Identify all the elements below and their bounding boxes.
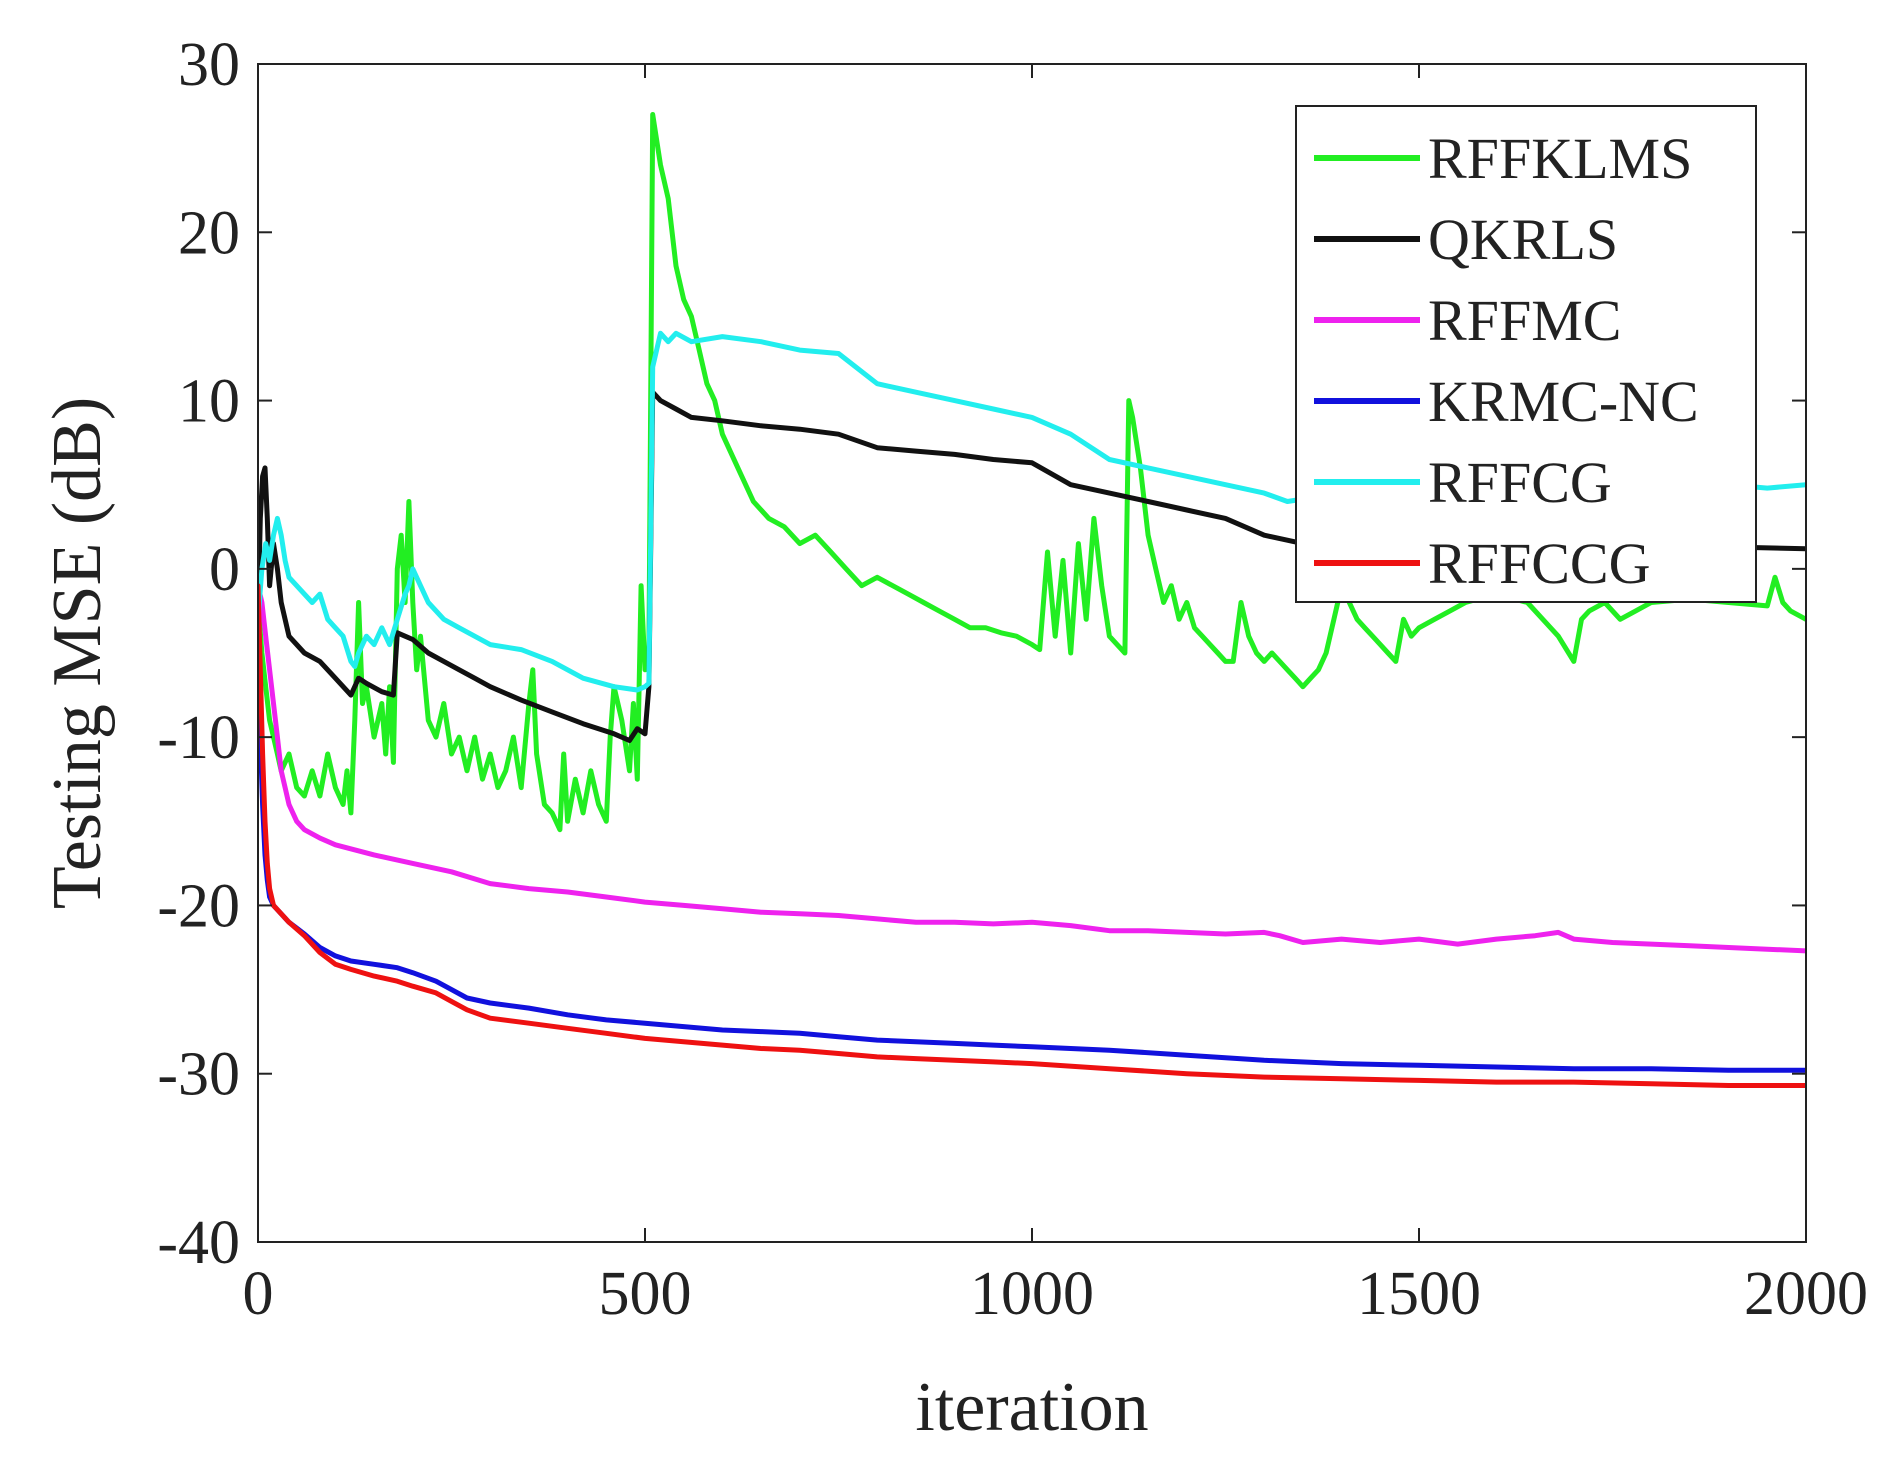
y-tick-labels: -40 -30 -20 -10 0 10 20 30 bbox=[157, 31, 240, 1277]
legend-label: QKRLS bbox=[1428, 207, 1618, 272]
legend-box bbox=[1295, 105, 1757, 603]
series-line-rffccg bbox=[258, 583, 1806, 1088]
x-tick-label: 2000 bbox=[1744, 1260, 1868, 1328]
y-tick-label: 10 bbox=[178, 368, 240, 436]
y-tick-label: 20 bbox=[178, 199, 240, 267]
tick-marks bbox=[257, 63, 1807, 1243]
y-tick-label: 0 bbox=[209, 536, 240, 604]
x-tick-label: 1500 bbox=[1357, 1260, 1481, 1328]
legend-label: RFFMC bbox=[1428, 288, 1621, 353]
x-tick-label: 500 bbox=[599, 1260, 692, 1328]
y-axis-title: Testing MSE (dB) bbox=[39, 397, 116, 909]
legend-label: RFFCG bbox=[1428, 450, 1612, 515]
legend: RFFKLMS QKRLS RFFMC KRMC-NC RFFCG RFFCCG bbox=[1295, 105, 1757, 603]
y-tick-label: -20 bbox=[157, 872, 240, 940]
y-tick-label: -10 bbox=[157, 704, 240, 772]
legend-item-krmc-nc: KRMC-NC bbox=[1314, 369, 1699, 434]
legend-label: KRMC-NC bbox=[1428, 369, 1699, 434]
y-tick-label: -40 bbox=[157, 1209, 240, 1277]
x-tick-labels: 0 500 1000 1500 2000 bbox=[243, 1260, 1869, 1328]
series-line-rffmc bbox=[258, 583, 1806, 954]
series-layer bbox=[258, 112, 1806, 1088]
legend-label: RFFKLMS bbox=[1428, 126, 1692, 191]
series-line-rffcg bbox=[258, 330, 1806, 693]
series-line-rffklms bbox=[258, 112, 1806, 833]
legend-item-rffcg: RFFCG bbox=[1314, 450, 1612, 515]
legend-item-rffklms: RFFKLMS bbox=[1314, 126, 1692, 191]
x-tick-label: 1000 bbox=[970, 1260, 1094, 1328]
x-tick-label: 0 bbox=[243, 1260, 274, 1328]
y-tick-label: 30 bbox=[178, 31, 240, 99]
series-line-qkrls bbox=[258, 389, 1806, 743]
legend-item-qkrls: QKRLS bbox=[1314, 207, 1618, 272]
x-axis-title: iteration bbox=[915, 1369, 1148, 1446]
legend-item-rffmc: RFFMC bbox=[1314, 288, 1621, 353]
y-tick-label: -30 bbox=[157, 1041, 240, 1109]
legend-label: RFFCCG bbox=[1428, 531, 1650, 596]
legend-item-rffccg: RFFCCG bbox=[1314, 531, 1650, 596]
